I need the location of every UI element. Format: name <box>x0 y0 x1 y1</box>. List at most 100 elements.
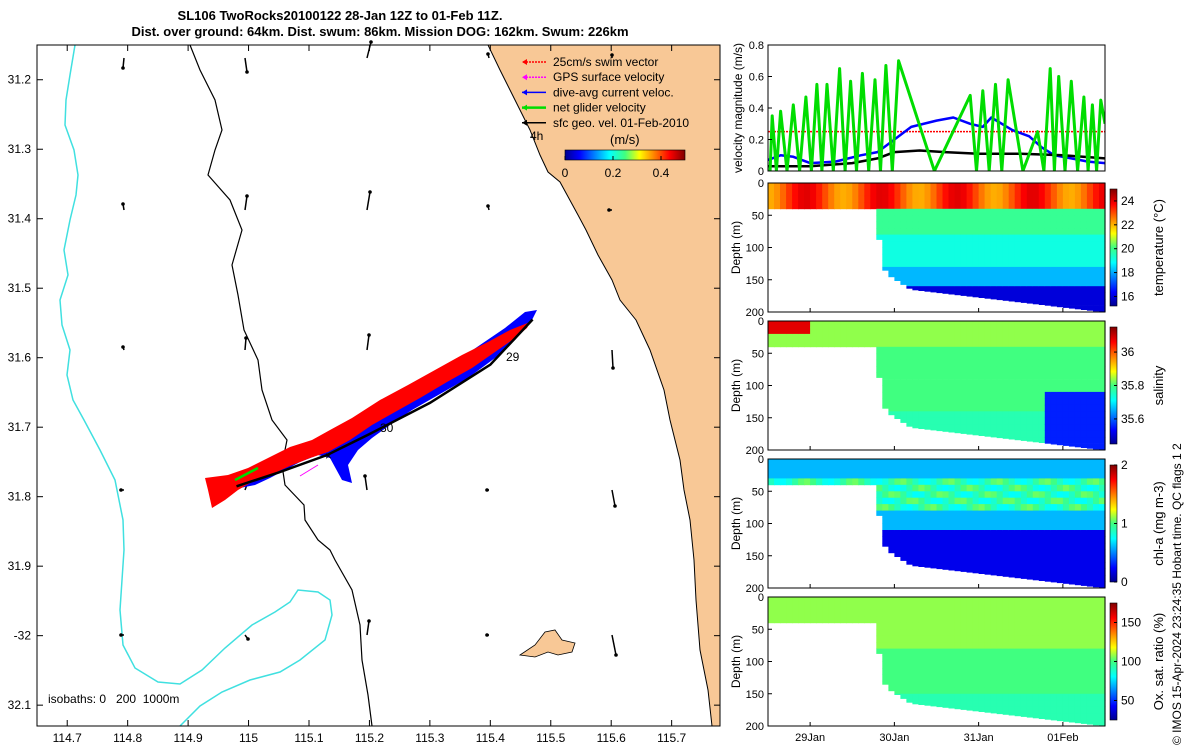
section-cell <box>942 260 950 268</box>
section-cell <box>1074 635 1082 643</box>
section-cell <box>912 424 919 429</box>
section-cell <box>828 471 835 479</box>
section-cell <box>1093 581 1100 588</box>
section-cell <box>966 273 974 281</box>
section-cell <box>966 668 974 675</box>
section-cell <box>1080 221 1088 229</box>
section-cell <box>924 642 932 649</box>
section-cell <box>948 597 956 604</box>
section-cell <box>828 459 835 466</box>
section-cell <box>840 321 847 328</box>
section-cell <box>990 504 998 511</box>
section-cell <box>1056 581 1064 584</box>
section-cell <box>954 241 962 248</box>
section-cell <box>996 465 1004 473</box>
section-cell <box>810 195 817 203</box>
section-cell <box>930 253 938 261</box>
section-cell <box>984 517 992 524</box>
section-cell <box>966 674 974 682</box>
section-cell <box>1068 340 1076 348</box>
section-cell <box>972 359 980 367</box>
section-cell <box>1099 603 1106 611</box>
section-cell <box>1002 346 1010 354</box>
section-cell <box>840 478 847 486</box>
section-cell <box>906 661 913 669</box>
section-cell <box>810 327 817 335</box>
section-cell <box>990 221 998 229</box>
section-cell <box>1099 484 1106 492</box>
section-cell <box>1062 411 1070 419</box>
section-cell <box>1099 549 1106 557</box>
section-cell <box>1032 471 1040 479</box>
section-cell <box>930 391 938 399</box>
section-cell <box>906 228 913 235</box>
section-cell <box>1062 635 1070 643</box>
section-cell <box>1008 687 1016 695</box>
section-cell <box>1099 642 1106 649</box>
section-cell <box>1026 327 1034 335</box>
section-cell <box>966 603 974 611</box>
section-cell <box>930 321 938 328</box>
section-cell <box>1008 437 1016 440</box>
section-cell <box>948 279 956 287</box>
section-cell <box>948 629 956 637</box>
section-cell <box>996 391 1004 399</box>
section-cell <box>924 234 932 242</box>
section-cell <box>954 616 962 624</box>
section-cell <box>966 536 974 544</box>
section-cell <box>1062 430 1070 438</box>
section-cell <box>972 530 980 537</box>
section-cell <box>876 510 883 516</box>
section-cell <box>966 372 974 380</box>
section-cell <box>930 661 938 669</box>
section-cell <box>1062 549 1070 557</box>
section-cell <box>1080 680 1088 688</box>
section-cell <box>936 379 944 386</box>
section-cell <box>966 478 974 486</box>
section-cell <box>1008 603 1016 611</box>
section-cell <box>948 491 956 499</box>
section-cell <box>894 642 901 649</box>
colorbar-label-salinity: salinity <box>1151 365 1166 405</box>
section-cell <box>912 417 919 425</box>
section-cell <box>1032 504 1040 511</box>
section-cell <box>942 221 950 229</box>
section-cell <box>1074 465 1082 473</box>
section-cell <box>864 340 871 348</box>
section-cell <box>1080 404 1088 412</box>
section-cell <box>894 279 901 281</box>
section-cell <box>930 504 938 511</box>
section-cell <box>1074 391 1082 399</box>
section-cell <box>912 221 919 229</box>
section-cell <box>888 635 895 643</box>
geo-velocity-arrow <box>122 346 125 351</box>
section-cell <box>960 597 968 604</box>
section-cell <box>1068 359 1076 367</box>
section-cell <box>1020 430 1028 438</box>
section-cell <box>1086 189 1094 197</box>
section-cell <box>912 260 919 268</box>
velocity-y-label: velocity magnitude (m/s) <box>731 43 745 173</box>
section-cell <box>1038 286 1046 293</box>
section-cell <box>1026 234 1034 242</box>
section-cell <box>1002 340 1010 348</box>
section-cell <box>900 523 907 531</box>
section-cell <box>1086 195 1094 203</box>
section-cell <box>780 465 787 473</box>
section-cell <box>888 687 895 692</box>
section-cell <box>942 517 950 524</box>
section-cell <box>1074 404 1082 412</box>
section-cell <box>894 616 901 624</box>
section-cell <box>1080 713 1088 720</box>
section-cell <box>912 346 919 354</box>
section-cell <box>780 340 787 348</box>
section-cell <box>1062 391 1070 399</box>
section-cell <box>1008 372 1016 380</box>
section-cell <box>882 321 889 328</box>
section-cell <box>786 195 793 203</box>
section-cell <box>942 706 950 708</box>
section-cell <box>1044 622 1052 630</box>
section-cell <box>1020 247 1028 255</box>
section-cell <box>948 471 956 479</box>
section-cell <box>912 385 919 393</box>
